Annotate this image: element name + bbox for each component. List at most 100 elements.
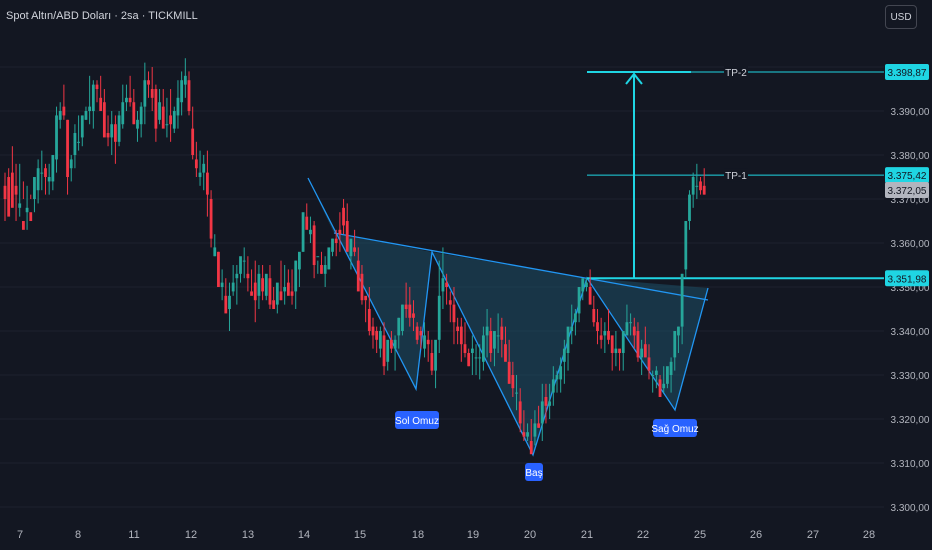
price-axis[interactable]: 3.300,00 3.310,00 3.320,00 3.330,00 3.340,00…: [891, 63, 930, 514]
date-tick-label: 22: [637, 529, 649, 541]
candle-body: [334, 238, 338, 244]
currency-button[interactable]: USD: [885, 5, 917, 29]
date-tick-label: 11: [128, 529, 139, 541]
candle-body: [235, 273, 239, 279]
candle-body: [485, 326, 489, 336]
candle-body: [312, 225, 316, 266]
pattern-label-text: Sağ Omuz: [651, 424, 698, 435]
candle-body: [272, 300, 276, 310]
target-levels: TP-2 TP-1: [587, 65, 884, 280]
candle-body: [699, 181, 702, 191]
candle-body: [467, 353, 471, 367]
price-tag-box: [885, 270, 929, 287]
candle-body: [206, 172, 209, 195]
right-shoulder-area: [587, 278, 708, 410]
candle-body: [515, 392, 518, 394]
date-tick-label: 21: [581, 529, 593, 541]
candle-body: [180, 80, 184, 103]
tp-label: TP-2: [725, 68, 747, 79]
candle-body: [430, 353, 434, 371]
tp-label: TP-1: [725, 171, 747, 182]
candle-body: [95, 84, 99, 90]
candle-body: [500, 326, 504, 340]
candle-body: [161, 106, 165, 129]
candle-body: [58, 111, 62, 120]
candle-body: [581, 278, 585, 292]
candle-body: [401, 304, 404, 332]
pattern-label-box: [525, 463, 543, 481]
candle-body: [202, 163, 206, 173]
time-axis[interactable]: 7 8 11 12 13 14 15 18 19 20 21 22 25 26 27 28: [17, 529, 875, 541]
candle-body: [136, 119, 139, 129]
candle-body: [599, 335, 603, 340]
candle-body: [459, 326, 463, 345]
date-tick-label: 27: [807, 529, 819, 541]
candle-body: [80, 115, 84, 138]
candle-body: [375, 331, 379, 340]
candle-body: [673, 331, 677, 358]
candle-body: [445, 282, 448, 288]
candle-body: [415, 326, 419, 340]
candle-body: [77, 141, 80, 143]
date-tick-label: 18: [412, 529, 424, 541]
candle-body: [228, 295, 231, 310]
candle-body: [371, 326, 375, 336]
candle-body: [596, 322, 599, 332]
tp-label-bg: [724, 65, 748, 78]
candle-body: [574, 313, 577, 323]
candle-body: [257, 273, 261, 296]
candle-body: [588, 287, 592, 305]
candle-body: [448, 300, 452, 305]
candle-body: [640, 348, 644, 358]
candle-body: [353, 247, 356, 252]
candle-body: [242, 260, 246, 262]
candle-body: [3, 185, 7, 200]
candle-body: [102, 102, 106, 138]
candle-body: [533, 423, 537, 437]
candle-body: [441, 278, 445, 292]
candle-body: [114, 124, 117, 142]
candle-body: [636, 331, 640, 358]
candle-body: [654, 370, 658, 376]
candle-body: [143, 80, 147, 107]
candle-body: [426, 339, 430, 345]
tp-label-bg: [724, 168, 748, 182]
candle-body: [187, 80, 191, 112]
candle-body: [404, 304, 408, 310]
price-tick-label: 3.330,00: [891, 371, 930, 382]
target-arrow-head: [625, 72, 643, 85]
candle-body: [537, 423, 540, 428]
chart-grid: [0, 66, 884, 508]
candle-body: [482, 335, 485, 362]
candle-body: [688, 194, 691, 222]
candle-body: [69, 159, 73, 169]
candle-body: [496, 335, 500, 337]
candle-body: [331, 238, 334, 252]
candle-body: [84, 111, 88, 120]
candle-body: [7, 177, 11, 217]
candle-body: [378, 331, 382, 349]
price-tag-text: 3.398,87: [888, 68, 927, 79]
pattern-labels: Sol Omuz Baş Sağ Omuz: [395, 411, 699, 481]
price-tick-label: 3.300,00: [891, 503, 930, 514]
candle-body: [555, 375, 559, 380]
candle-body: [224, 295, 228, 314]
candle-body: [632, 326, 636, 336]
candle-body: [474, 357, 478, 359]
candle-body: [323, 265, 327, 274]
candle-body: [22, 221, 25, 230]
candle-body: [680, 273, 684, 327]
pattern-label-box: [395, 411, 439, 429]
candle-body: [702, 185, 706, 195]
date-tick-label: 7: [17, 529, 23, 541]
candle-body: [408, 304, 412, 318]
candle-body: [33, 177, 36, 200]
candle-body: [286, 282, 290, 296]
candle-body: [666, 366, 669, 384]
candle-body: [493, 331, 496, 349]
price-tick-label: 3.340,00: [891, 327, 930, 338]
candle-body: [128, 97, 132, 103]
candle-body: [367, 309, 371, 332]
date-tick-label: 26: [750, 529, 762, 541]
